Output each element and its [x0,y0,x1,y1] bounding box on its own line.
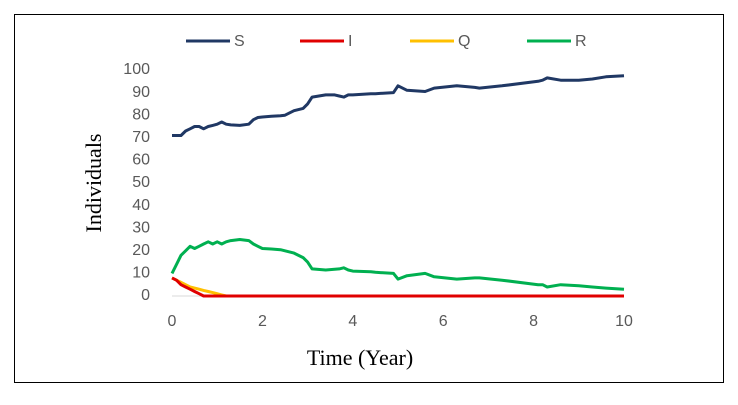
series-line [171,276,624,298]
y-tick-label: 40 [132,197,150,214]
y-axis-label: Individuals [81,134,106,233]
x-tick-label: 8 [529,313,538,330]
series-line [172,74,625,137]
x-axis-label: Time (Year) [307,345,413,370]
legend-label: R [575,33,587,50]
y-tick-label: 30 [132,219,150,236]
legend-label: Q [458,33,470,50]
y-tick-label: 90 [132,84,150,101]
y-tick-label: 80 [132,106,150,123]
y-tick-label: 60 [132,152,150,169]
x-tick-label: 10 [615,313,633,330]
series-line [170,238,625,291]
y-tick-label: 50 [132,174,150,191]
legend-label: I [348,33,352,50]
x-tick-label: 0 [168,313,177,330]
y-tick-label: 10 [132,265,150,282]
x-tick-label: 2 [258,313,267,330]
y-tick-label: 100 [123,61,150,78]
x-tick-label: 6 [439,313,448,330]
x-tick-label: 4 [348,313,357,330]
y-tick-label: 20 [132,242,150,259]
y-tick-label: 70 [132,129,150,146]
legend-label: S [234,33,245,50]
y-tick-label: 0 [141,287,150,304]
